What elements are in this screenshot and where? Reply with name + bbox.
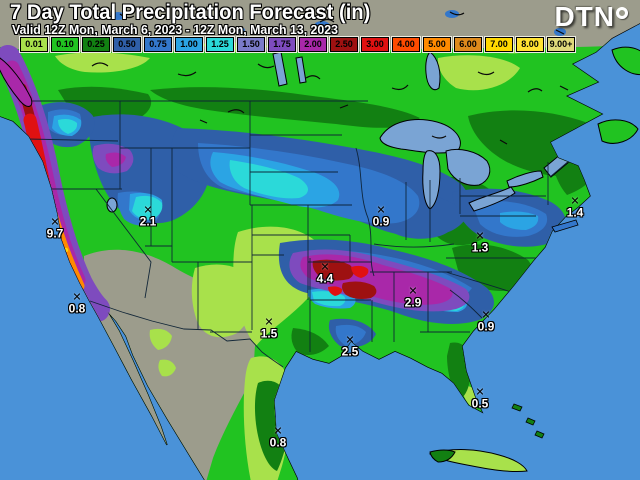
precip-value-label: 2.5 [341, 344, 359, 359]
precip-value-marker: ✕ 0.9 [466, 309, 506, 334]
precip-value-label: 1.4 [566, 205, 584, 220]
legend-item: 1.75 [268, 37, 296, 52]
precip-value-label: 4.4 [316, 271, 334, 286]
precip-value-marker: ✕ 0.9 [361, 204, 401, 229]
dtn-logo: DTN [554, 1, 628, 33]
x-marker-icon: ✕ [320, 261, 330, 274]
precip-value-marker: ✕ 1.3 [460, 230, 500, 255]
x-marker-icon: ✕ [408, 285, 418, 298]
precip-value-label: 0.8 [68, 301, 86, 316]
legend-item: 8.00 [516, 37, 544, 52]
legend-item: 4.00 [392, 37, 420, 52]
x-marker-icon: ✕ [72, 291, 82, 304]
precip-value-marker: ✕ 1.5 [249, 316, 289, 341]
x-marker-icon: ✕ [345, 334, 355, 347]
precip-value-marker: ✕ 0.5 [460, 386, 500, 411]
x-marker-icon: ✕ [570, 195, 580, 208]
precip-value-marker: ✕ 9.7 [35, 216, 75, 241]
legend-item: 0.75 [144, 37, 172, 52]
x-marker-icon: ✕ [376, 204, 386, 217]
legend-item: 2.00 [299, 37, 327, 52]
dtn-logo-degree-icon [616, 7, 628, 19]
dtn-logo-text: DTN [554, 1, 615, 32]
x-marker-icon: ✕ [475, 386, 485, 399]
precip-value-marker: ✕ 0.8 [57, 291, 97, 316]
precip-value-label: 2.1 [139, 214, 157, 229]
legend-item: 0.01 [20, 37, 48, 52]
x-marker-icon: ✕ [50, 216, 60, 229]
legend-item: 1.00 [175, 37, 203, 52]
precip-value-label: 0.5 [471, 396, 489, 411]
x-marker-icon: ✕ [481, 309, 491, 322]
legend-item: 1.50 [237, 37, 265, 52]
precip-value-label: 2.9 [404, 295, 422, 310]
precip-value-marker: ✕ 2.5 [330, 334, 370, 359]
legend-item: 2.50 [330, 37, 358, 52]
legend-item: 6.00 [454, 37, 482, 52]
precip-value-label: 1.5 [260, 326, 278, 341]
precip-value-label: 0.8 [269, 435, 287, 450]
precip-value-marker: ✕ 2.9 [393, 285, 433, 310]
precip-value-marker: ✕ 0.8 [258, 425, 298, 450]
precip-value-label: 1.3 [471, 240, 489, 255]
legend-item: 0.10 [51, 37, 79, 52]
legend-item: 3.00 [361, 37, 389, 52]
x-marker-icon: ✕ [143, 204, 153, 217]
precip-value-label: 9.7 [46, 226, 64, 241]
precip-value-marker: ✕ 4.4 [305, 261, 345, 286]
precip-value-label: 0.9 [372, 214, 390, 229]
precip-value-marker: ✕ 2.1 [128, 204, 168, 229]
x-marker-icon: ✕ [475, 230, 485, 243]
legend-item: 0.50 [113, 37, 141, 52]
legend-item: 5.00 [423, 37, 451, 52]
precip-color-scale-legend: 0.01 0.10 0.25 0.50 0.75 1.00 1.25 1.50 1.75 2.00… [20, 37, 575, 52]
legend-item: 9.00+ [547, 37, 575, 52]
legend-item: 7.00 [485, 37, 513, 52]
legend-item: 0.25 [82, 37, 110, 52]
precip-value-label: 0.9 [477, 319, 495, 334]
page-title: 7 Day Total Precipitation Forecast (in) [10, 1, 371, 24]
x-marker-icon: ✕ [273, 425, 283, 438]
legend-item: 1.25 [206, 37, 234, 52]
x-marker-icon: ✕ [264, 316, 274, 329]
valid-period-subtitle: Valid 12Z Mon, March 6, 2023 - 12Z Mon, … [12, 22, 339, 37]
precip-value-marker: ✕ 1.4 [555, 195, 595, 220]
islands [0, 46, 640, 472]
